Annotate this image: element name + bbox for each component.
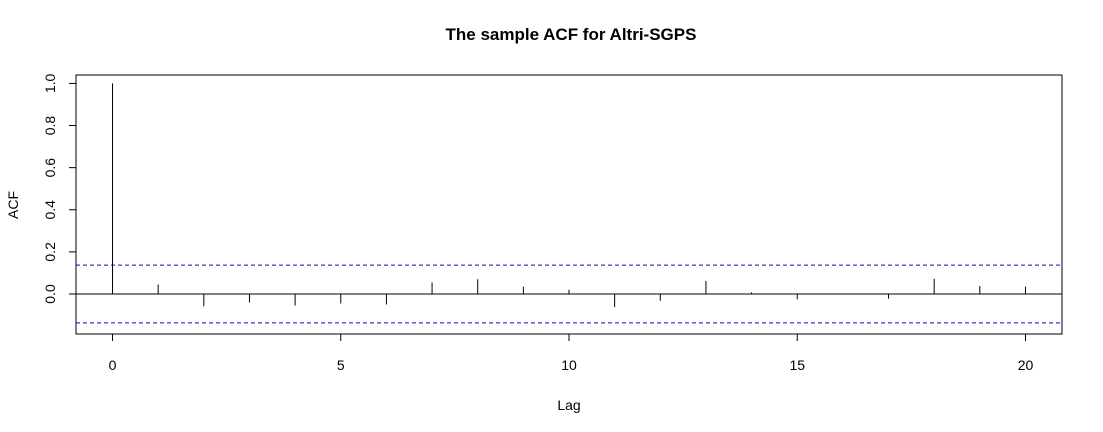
y-tick-label: 0.6 [42, 158, 58, 178]
y-tick-label: 0.4 [42, 200, 58, 220]
y-tick-label: 1.0 [42, 73, 58, 93]
y-axis: 0.0 0.2 0.4 0.6 0.8 1.0 [42, 73, 77, 304]
y-axis-label: ACF [5, 191, 21, 219]
y-tick-label: 0.0 [42, 284, 58, 304]
x-tick-label: 15 [789, 357, 805, 373]
x-tick-label: 0 [109, 357, 117, 373]
x-axis-label: Lag [557, 397, 580, 413]
plot-frame [75, 74, 1063, 335]
y-tick-label: 0.2 [42, 242, 58, 262]
x-tick-label: 10 [561, 357, 577, 373]
plot-area [76, 83, 1062, 324]
y-tick-label: 0.8 [42, 116, 58, 136]
x-tick-label: 5 [337, 357, 345, 373]
x-tick-label: 20 [1018, 357, 1034, 373]
chart-title: The sample ACF for Altri-SGPS [446, 25, 697, 44]
x-axis: 0 5 10 15 20 [109, 333, 1034, 373]
